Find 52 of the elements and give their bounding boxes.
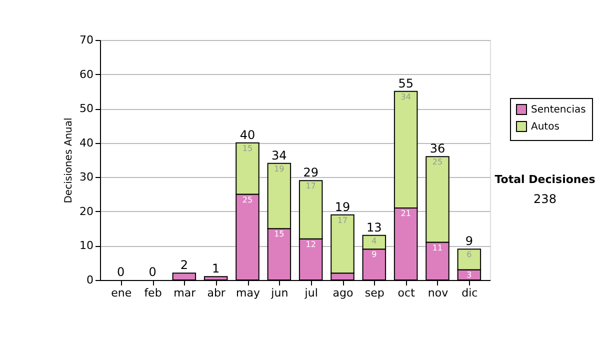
total-label: 0 (117, 265, 125, 279)
data-label: 9 (372, 250, 377, 260)
x-tick-label: abr (207, 286, 226, 300)
data-label: 15 (242, 144, 253, 153)
y-axis-title: Decisiones Anual (64, 118, 75, 204)
legend-label: Sentencias (531, 104, 586, 116)
total-label: 0 (148, 265, 156, 279)
data-label: 25 (242, 195, 253, 204)
total-label: 40 (240, 128, 256, 142)
text: 238 (534, 192, 556, 206)
y-tick-label: 0 (86, 274, 94, 286)
total-label: 36 (430, 142, 446, 156)
data-label: 17 (306, 182, 316, 191)
data-label: 12 (306, 240, 316, 249)
x-tick-label: jun (270, 286, 288, 300)
x-tick-label: jul (304, 286, 318, 300)
x-tick-label: dic (462, 286, 478, 300)
total-label: 34 (272, 148, 287, 162)
data-label: 25 (432, 158, 443, 167)
data-label: 34 (400, 92, 411, 102)
data-label: 15 (274, 230, 284, 239)
x-tick-label: ago (332, 286, 354, 300)
text: Total Decisiones (494, 173, 596, 186)
y-tick-label: 10 (80, 239, 94, 252)
y-tick-label: 60 (80, 68, 94, 81)
data-label: 21 (400, 209, 411, 218)
y-tick-label: 20 (80, 204, 94, 218)
x-tick-label: mar (174, 286, 196, 300)
total-label: 1 (212, 262, 220, 276)
data-label: 17 (337, 216, 348, 225)
total-label: 55 (398, 76, 414, 90)
legend-label: Autos (531, 122, 560, 132)
total-label: 19 (334, 200, 350, 214)
y-tick-label: 30 (80, 170, 94, 184)
data-label: 19 (274, 164, 284, 174)
x-tick-label: ene (111, 286, 132, 300)
y-tick-label: 40 (80, 136, 94, 150)
total-label: 2 (180, 258, 188, 272)
total-label: 29 (303, 166, 318, 180)
data-label: 3 (466, 270, 472, 280)
x-tick-label: nov (428, 286, 449, 300)
data-label: 11 (432, 243, 443, 252)
y-tick-label: 70 (80, 34, 94, 46)
data-label: 4 (372, 236, 377, 246)
data-label: 6 (466, 250, 472, 260)
total-label: 13 (366, 220, 382, 234)
total-label: 9 (465, 234, 473, 248)
x-tick-label: feb (144, 286, 162, 300)
x-tick-label: may (236, 286, 260, 300)
x-tick-label: sep (364, 286, 384, 300)
y-tick-label: 50 (80, 102, 94, 116)
x-tick-label: oct (398, 286, 416, 300)
